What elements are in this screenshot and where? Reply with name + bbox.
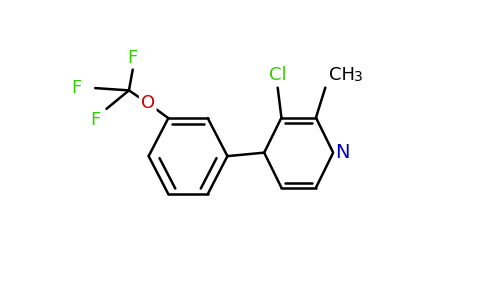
- Text: O: O: [141, 94, 155, 112]
- Text: Cl: Cl: [269, 66, 287, 84]
- Text: F: F: [71, 79, 82, 97]
- Text: CH: CH: [329, 66, 355, 84]
- Text: 3: 3: [353, 70, 362, 84]
- Text: N: N: [335, 143, 350, 162]
- Text: F: F: [90, 111, 100, 129]
- Text: F: F: [128, 49, 138, 67]
